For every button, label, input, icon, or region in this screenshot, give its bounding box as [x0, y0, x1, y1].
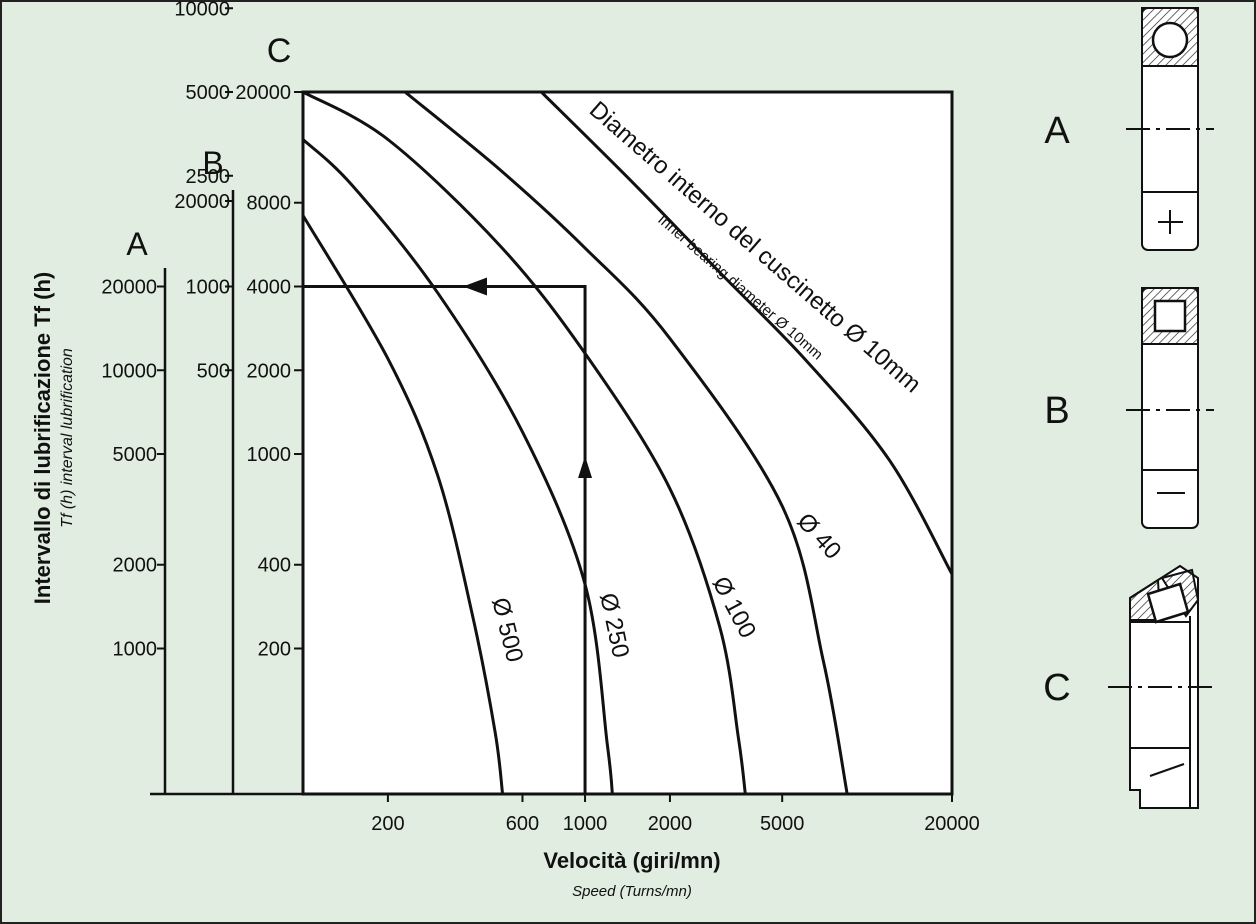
y-tick-label-a: 2000 — [113, 555, 158, 577]
y-tick-label-b: 500 — [197, 360, 230, 382]
tick-layer: 200 600 1000 2000 5000 2000020000800040002000… — [101, 0, 979, 835]
series-line-4 — [540, 92, 952, 575]
y-tick-label-a: 10000 — [101, 360, 157, 382]
y-axis-a-name: A — [126, 226, 148, 262]
x-tick-label: 2000 — [648, 813, 693, 835]
y-axis-subtitle: Tf (h) interval lubrification — [59, 348, 76, 528]
x-tick-label: 600 — [506, 813, 539, 835]
series-line-1 — [303, 138, 614, 794]
series-line-3 — [404, 92, 849, 794]
plot-frame — [301, 90, 954, 796]
x-axis-subtitle: Speed (Turns/mn) — [572, 883, 692, 900]
example-path — [303, 277, 593, 794]
x-axis-title: Velocità (giri/mn) — [543, 848, 720, 873]
y-tick-label-c: 8000 — [247, 193, 292, 215]
x-tick-label: 5000 — [760, 813, 805, 835]
y-tick-label-b: 2500 — [186, 166, 231, 188]
ball-bearing-drawing — [1126, 7, 1214, 251]
y-tick-label-c: 2000 — [247, 360, 292, 382]
y-tick-label-c: 200 — [258, 639, 291, 661]
y-axis-c-name: C — [267, 32, 292, 70]
series-line-2 — [303, 92, 747, 794]
x-tick-label: 200 — [371, 813, 404, 835]
y-tick-label-c: 4000 — [247, 276, 292, 298]
plot-area — [303, 92, 952, 794]
y-tick-label-a: 1000 — [113, 639, 158, 661]
bearing-type-c-label: C — [1043, 667, 1070, 709]
bearing-type-b-label: B — [1044, 390, 1069, 432]
y-tick-label-b: 20000 — [174, 191, 230, 213]
tapered-bearing-drawing — [1108, 564, 1214, 809]
bearing-type-a-label: A — [1044, 110, 1070, 152]
curve-layer — [303, 92, 952, 794]
up-arrow-icon — [578, 456, 593, 478]
left-arrow-icon — [463, 277, 487, 296]
y-tick-label-c: 1000 — [247, 444, 292, 466]
roller-bearing-drawing — [1126, 287, 1214, 529]
y-tick-label-c: 20000 — [235, 82, 291, 104]
x-tick-label: 1000 — [563, 813, 608, 835]
y-tick-label-a: 5000 — [113, 444, 158, 466]
y-tick-label-b: 5000 — [186, 82, 231, 104]
y-tick-label-b: 10000 — [174, 0, 230, 20]
y-axis-title: Intervallo di lubrificazione Tf (h) — [30, 272, 55, 604]
series-line-0 — [303, 214, 505, 794]
y-tick-label-c: 400 — [258, 555, 291, 577]
y-tick-label-b: 1000 — [186, 276, 231, 298]
example-path-line — [303, 284, 587, 794]
y-axis-b-name: B — [202, 145, 223, 181]
x-tick-label: 20000 — [924, 813, 980, 835]
y-tick-label-a: 20000 — [101, 276, 157, 298]
